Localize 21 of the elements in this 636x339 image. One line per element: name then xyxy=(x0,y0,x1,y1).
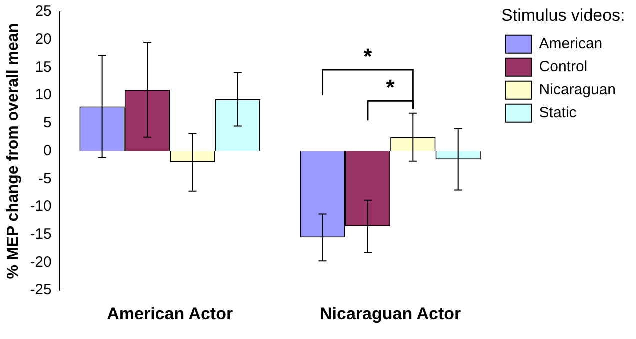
y-tick-label: -5 xyxy=(38,170,52,188)
legend-label: Nicaraguan xyxy=(539,82,616,99)
y-tick-label: 25 xyxy=(35,3,52,20)
y-tick-label: -20 xyxy=(30,254,52,271)
annotation: * xyxy=(385,75,396,100)
x-tick-label: American Actor xyxy=(107,304,234,324)
y-tick-label: -10 xyxy=(30,198,52,216)
y-tick-label: -25 xyxy=(30,282,52,299)
legend-label: Control xyxy=(539,58,588,76)
y-tick-label: 0 xyxy=(44,142,52,160)
annotation: * xyxy=(362,44,374,69)
legend-label: Static xyxy=(539,104,578,122)
y-tick-label: 5 xyxy=(44,114,52,132)
y-tick-label: -15 xyxy=(30,226,52,244)
legend-label: American xyxy=(539,36,603,53)
y-axis-title: % MEP change from overall mean xyxy=(5,23,22,280)
legend-title: Stimulus videos: xyxy=(502,6,626,26)
x-tick-label: Nicaraguan Actor xyxy=(320,304,462,324)
y-tick-label: 15 xyxy=(35,58,52,76)
y-tick-label: 10 xyxy=(35,86,52,104)
y-tick-label: 20 xyxy=(35,31,52,48)
